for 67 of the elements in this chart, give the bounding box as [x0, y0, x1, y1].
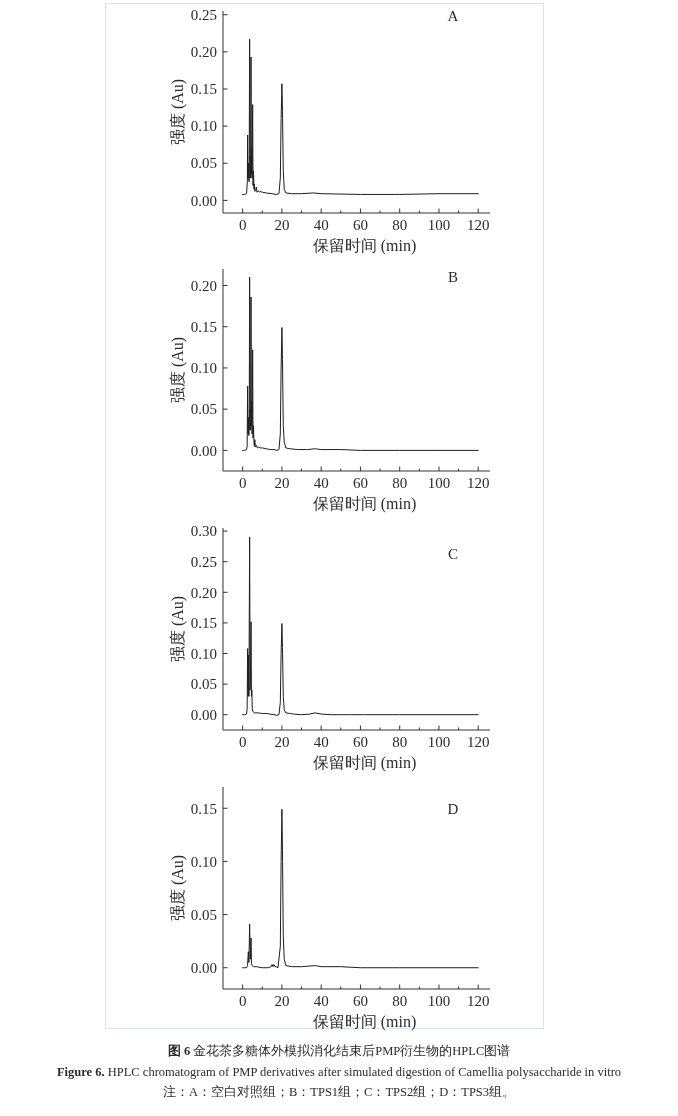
y-tick-label: 0.10 [190, 853, 217, 870]
x-axis-title: 保留时间 (min) [312, 754, 417, 772]
line-series [242, 38, 479, 195]
caption: 图 6 金花茶多糖体外模拟消化结束后PMP衍生物的HPLC图谱 [167, 1044, 511, 1058]
y-tick-label: 0.20 [190, 277, 217, 294]
x-tick-label: 80 [392, 734, 408, 750]
x-tick-label: 0 [238, 475, 247, 491]
text: 注：A：空白对照组；B：TPS1组；C：TPS2组；D：TPS3组。 [162, 1084, 516, 1101]
y-tick-label: 0.05 [190, 676, 217, 693]
x-tick-label: 100 [427, 475, 451, 491]
chart-title: B [447, 269, 459, 285]
x-axis-title: 保留时间 (min) [312, 495, 417, 513]
y-tick-label: 0.05 [190, 906, 217, 923]
y-tick-label: 0.15 [190, 615, 217, 632]
x-tick-label: 0 [238, 734, 247, 750]
text: D [447, 801, 459, 817]
x-tick-label: 80 [392, 475, 408, 491]
x-tick-label: 20 [274, 734, 290, 750]
x-axis-title: 保留时间 (min) [312, 1013, 417, 1031]
x-tick-label: 20 [274, 993, 290, 1009]
y-tick-label: 0.00 [190, 706, 217, 723]
y-tick-label: 0.15 [190, 318, 217, 335]
y-tick-label: 0.25 [190, 6, 217, 23]
x-tick-label: 20 [274, 217, 290, 233]
x-tick-label: 120 [466, 217, 490, 233]
y-tick-label: 0.10 [190, 645, 217, 662]
y-axis-title: 强度 (Au) [168, 336, 187, 404]
y-tick-label: 0.15 [190, 800, 217, 817]
x-tick-label: 100 [427, 734, 451, 750]
x-tick-label: 60 [352, 734, 368, 750]
x-tick-label: 40 [313, 217, 329, 233]
y-tick-label: 0.00 [190, 192, 217, 209]
x-tick-label: 120 [466, 993, 490, 1009]
x-tick-label: 40 [313, 993, 329, 1009]
x-tick-label: 0 [238, 217, 247, 233]
x-tick-label: 60 [352, 993, 368, 1009]
line-series [242, 536, 479, 716]
x-axis-title: 保留时间 (min) [312, 237, 417, 255]
text: C [447, 546, 459, 562]
x-tick-label: 40 [313, 734, 329, 750]
y-tick-label: 0.15 [190, 81, 217, 98]
y-tick-label: 0.20 [190, 584, 217, 601]
x-tick-label: 80 [392, 993, 408, 1009]
y-axis-title: 强度 (Au) [168, 595, 187, 663]
x-tick-label: 80 [392, 217, 408, 233]
y-tick-label: 0.10 [190, 118, 217, 135]
y-tick-label: 0.10 [190, 360, 217, 377]
y-tick-label: 0.05 [190, 401, 217, 418]
y-tick-label: 0.30 [190, 523, 217, 540]
y-tick-label: 0.00 [190, 442, 217, 459]
caption: Figure 6. HPLC chromatogram of PMP derivatives after simulated digestion of Camellia polysaccharide in vitro [56, 1064, 622, 1079]
x-tick-label: 20 [274, 475, 290, 491]
x-tick-label: 120 [466, 734, 490, 750]
y-tick-label: 0.05 [190, 155, 217, 172]
x-tick-label: 100 [427, 217, 451, 233]
chart-title: A [447, 8, 459, 24]
x-tick-label: 100 [427, 993, 451, 1009]
x-tick-label: 0 [238, 993, 247, 1009]
y-tick-label: 0.20 [190, 44, 217, 61]
y-tick-label: 0.00 [190, 959, 217, 976]
x-tick-label: 120 [466, 475, 490, 491]
y-tick-label: 0.25 [190, 553, 217, 570]
x-tick-label: 60 [352, 475, 368, 491]
x-tick-label: 60 [352, 217, 368, 233]
y-axis-title: 强度 (Au) [168, 854, 187, 922]
x-tick-label: 40 [313, 475, 329, 491]
y-axis-title: 强度 (Au) [168, 78, 187, 146]
